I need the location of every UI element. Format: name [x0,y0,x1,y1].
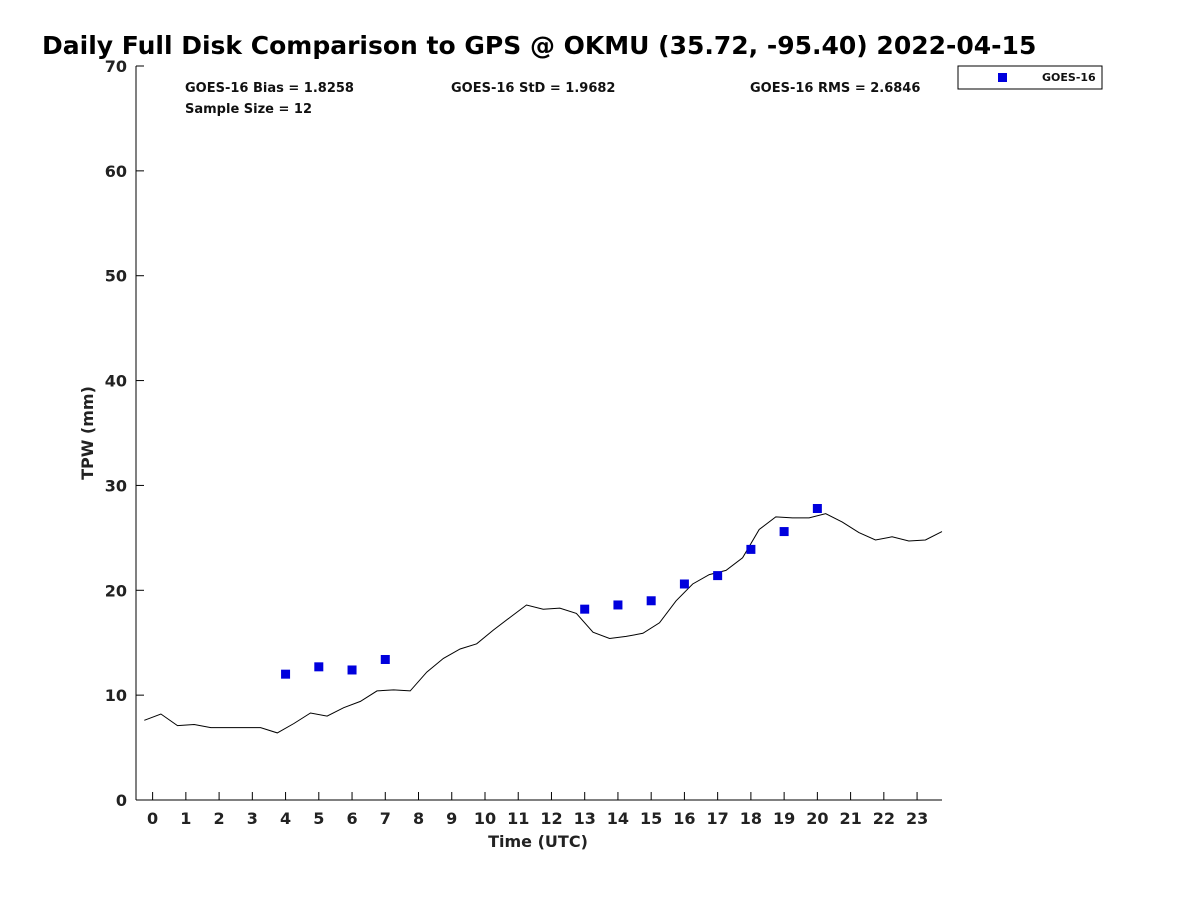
x-axis-label: Time (UTC) [488,832,588,851]
goes16-point [380,654,390,664]
y-tick-label: 20 [105,581,127,600]
goes16-point [713,571,723,581]
rms-stat: GOES-16 RMS = 2.6846 [750,81,920,96]
goes16-point [779,527,789,537]
bias-stat: GOES-16 Bias = 1.8258 [185,81,354,96]
goes16-point [679,579,689,589]
x-tick-label: 23 [906,809,928,828]
x-tick-label: 6 [346,809,357,828]
goes16-points [281,503,822,679]
goes16-point [812,503,822,513]
x-tick-label: 11 [507,809,529,828]
std-stat: GOES-16 StD = 1.9682 [451,81,615,96]
x-tick-label: 16 [673,809,695,828]
legend-marker-goes16 [998,73,1007,82]
y-axis-ticks: 0 10 20 30 40 50 60 70 [105,57,144,810]
x-tick-label: 14 [607,809,629,828]
x-tick-label: 19 [773,809,795,828]
x-tick-label: 8 [413,809,424,828]
y-tick-label: 50 [105,267,127,286]
x-tick-label: 17 [707,809,729,828]
x-axis-ticks: 0 1 2 3 4 5 6 7 8 9 10 11 12 13 14 15 16 17 18 19 20 21 22 23 [147,792,928,828]
x-tick-label: 2 [214,809,225,828]
x-tick-label: 7 [380,809,391,828]
x-tick-label: 15 [640,809,662,828]
y-tick-label: 10 [105,686,127,705]
x-tick-label: 9 [446,809,457,828]
y-tick-label: 0 [116,791,127,810]
x-tick-label: 4 [280,809,291,828]
goes16-point [580,604,590,614]
x-tick-label: 10 [474,809,496,828]
x-tick-label: 20 [806,809,828,828]
goes16-point [314,662,324,672]
y-tick-label: 70 [105,57,127,76]
goes16-point [746,544,756,554]
legend-label-goes16: GOES-16 [1042,71,1096,84]
x-tick-label: 5 [313,809,324,828]
y-tick-label: 30 [105,476,127,495]
goes16-point [646,596,656,606]
x-tick-label: 13 [574,809,596,828]
x-tick-label: 12 [540,809,562,828]
x-tick-label: 0 [147,809,158,828]
y-tick-label: 60 [105,162,127,181]
x-tick-label: 21 [839,809,861,828]
y-tick-label: 40 [105,372,127,391]
y-axis-label: TPW (mm) [78,386,97,480]
goes16-point [613,600,623,610]
legend-box [957,65,1103,90]
goes16-point [347,665,357,675]
goes16-point [281,669,291,679]
x-tick-label: 18 [740,809,762,828]
legend: GOES-16 [957,65,1103,90]
gps-tpw-line [144,513,943,734]
x-tick-label: 22 [873,809,895,828]
sample-size-stat: Sample Size = 12 [185,102,312,117]
x-tick-label: 3 [247,809,258,828]
chart-title: Daily Full Disk Comparison to GPS @ OKMU… [42,31,1036,60]
x-tick-label: 1 [180,809,191,828]
